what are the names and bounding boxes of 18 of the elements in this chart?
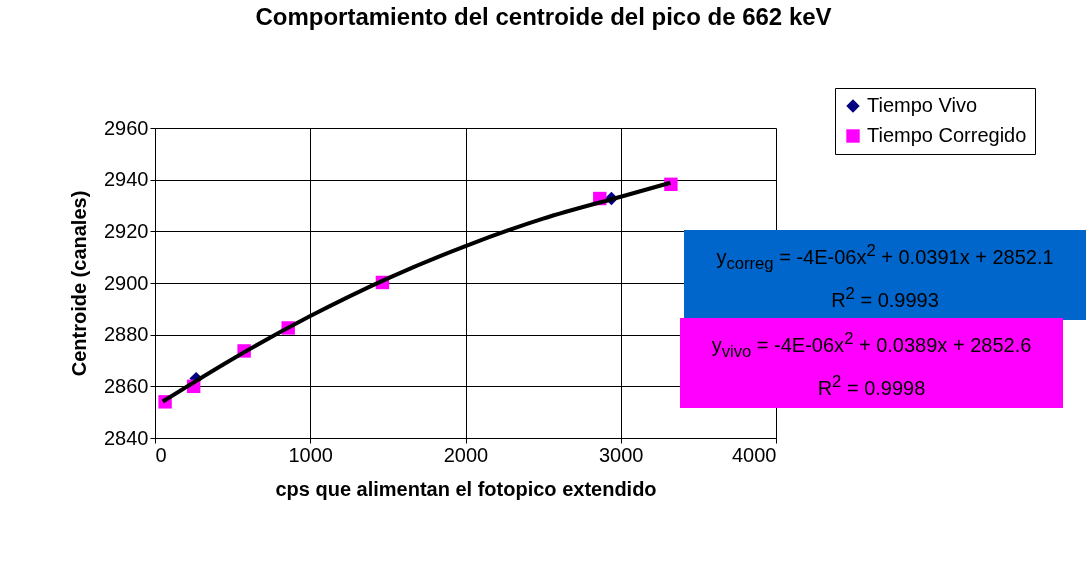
legend-label: Tiempo Corregido: [867, 124, 1027, 146]
y-tick-label: 2960: [104, 116, 149, 139]
x-tick-label: 3000: [599, 443, 644, 466]
chart-title: Comportamiento del centroide del pico de 662 keV: [255, 2, 832, 30]
x-tick-label: 4000: [732, 443, 777, 466]
y-tick-label: 2940: [104, 168, 149, 191]
y-tick-label: 2880: [104, 323, 149, 346]
y-tick-label: 2920: [104, 219, 149, 242]
y-tick-label: 2840: [104, 426, 149, 449]
x-axis-title: cps que alimentan el fotopico extendido: [275, 477, 657, 500]
y-axis-title: Centroide (canales): [68, 190, 91, 377]
y-tick-label: 2860: [104, 374, 149, 397]
x-tick-label: 0: [155, 443, 167, 466]
equation-box: y$_{vivo}$ = -4E-06x$^{2}$ + 0.0389x + 2852.6 R$^{2}$ = 0.9998: [680, 318, 1063, 409]
x-tick-label: 1000: [288, 443, 333, 466]
legend-label: Tiempo Vivo: [867, 94, 978, 116]
y-tick-label: 2900: [104, 271, 149, 294]
x-tick-label: 2000: [443, 443, 489, 466]
